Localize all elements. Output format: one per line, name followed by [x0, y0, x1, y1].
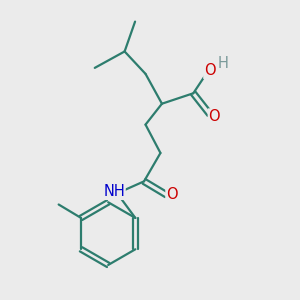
Text: NH: NH: [103, 184, 125, 199]
Text: O: O: [204, 63, 215, 78]
Text: H: H: [218, 56, 229, 71]
Text: O: O: [208, 109, 220, 124]
Text: O: O: [166, 187, 178, 202]
